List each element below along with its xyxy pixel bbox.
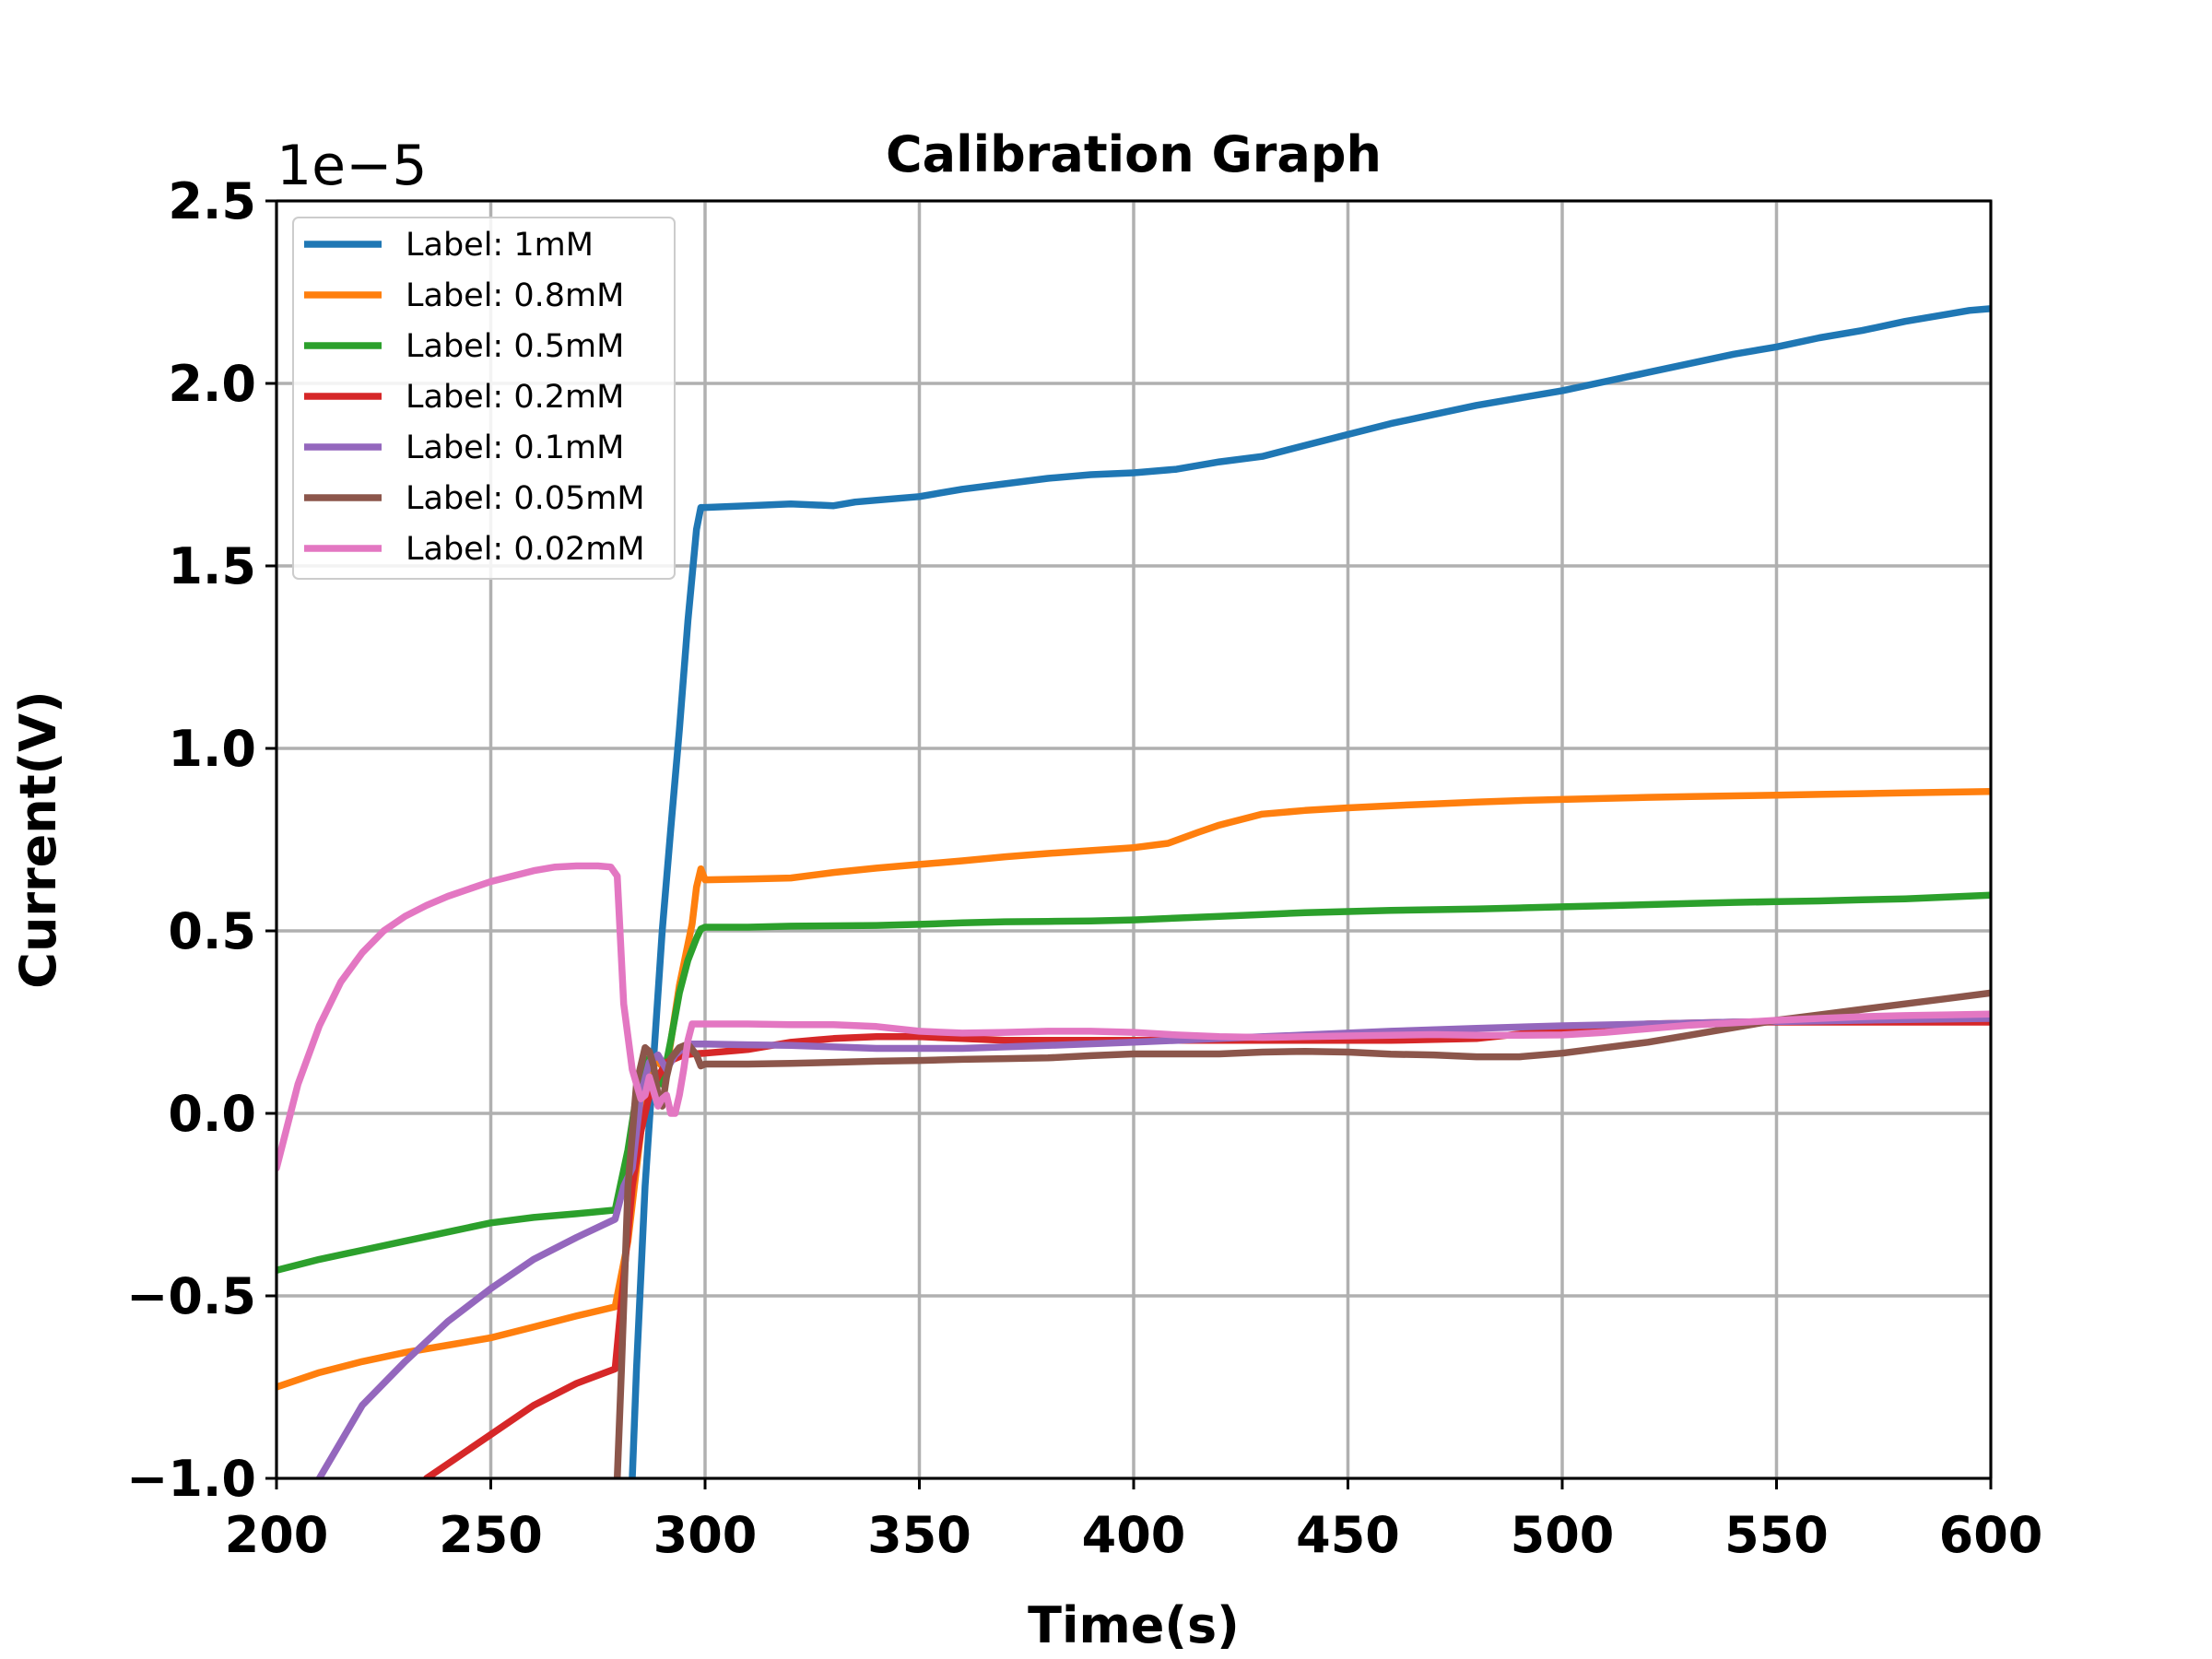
legend: Label: 1mM Label: 0.8mM Label: 0.5mM Label:… <box>292 217 676 580</box>
legend-label: Label: 0.2mM <box>406 379 624 416</box>
legend-label: Label: 0.05mM <box>406 480 645 517</box>
legend-label: Label: 0.02mM <box>406 531 645 568</box>
x-tick-label: 600 <box>1939 1506 2043 1564</box>
x-tick-label: 400 <box>1082 1506 1186 1564</box>
x-axis-label: Time(s) <box>1028 1596 1240 1654</box>
series-line-6 <box>276 862 1991 1172</box>
y-axis-label: Current(V) <box>9 690 67 988</box>
y-tick-label: −1.0 <box>126 1450 256 1508</box>
x-tick-label: 250 <box>439 1506 543 1564</box>
x-tick-label: 300 <box>653 1506 758 1564</box>
legend-label: Label: 0.8mM <box>406 277 624 314</box>
y-tick-label: 1.0 <box>168 720 256 778</box>
x-tick-label: 350 <box>867 1506 971 1564</box>
x-tick-label: 450 <box>1296 1506 1400 1564</box>
x-tick-label: 500 <box>1511 1506 1615 1564</box>
y-tick-label: 2.5 <box>168 172 256 230</box>
axis-ticks: 200 250 300 350 400 450 500 550 600 −1.0 −0.5 0.0 0.… <box>126 172 2042 1564</box>
x-tick-label: 550 <box>1724 1506 1829 1564</box>
series-lines <box>276 305 1991 1478</box>
y-tick-label: 0.5 <box>168 902 256 960</box>
x-tick-label: 200 <box>225 1506 329 1564</box>
legend-label: Label: 0.1mM <box>406 429 624 466</box>
series-line-1 <box>276 787 1991 1391</box>
chart-title: Calibration Graph <box>886 125 1382 183</box>
legend-box <box>292 217 676 580</box>
y-offset-text: 1e−5 <box>276 134 428 198</box>
legend-label: Label: 0.5mM <box>406 328 624 365</box>
legend-label: Label: 1mM <box>406 227 594 264</box>
y-tick-label: −0.5 <box>126 1267 256 1325</box>
y-tick-label: 1.5 <box>168 537 256 595</box>
series-line-4 <box>315 1015 1991 1478</box>
y-tick-label: 2.0 <box>168 355 256 413</box>
series-line-0 <box>629 305 1991 1478</box>
y-tick-label: 0.0 <box>168 1085 256 1143</box>
